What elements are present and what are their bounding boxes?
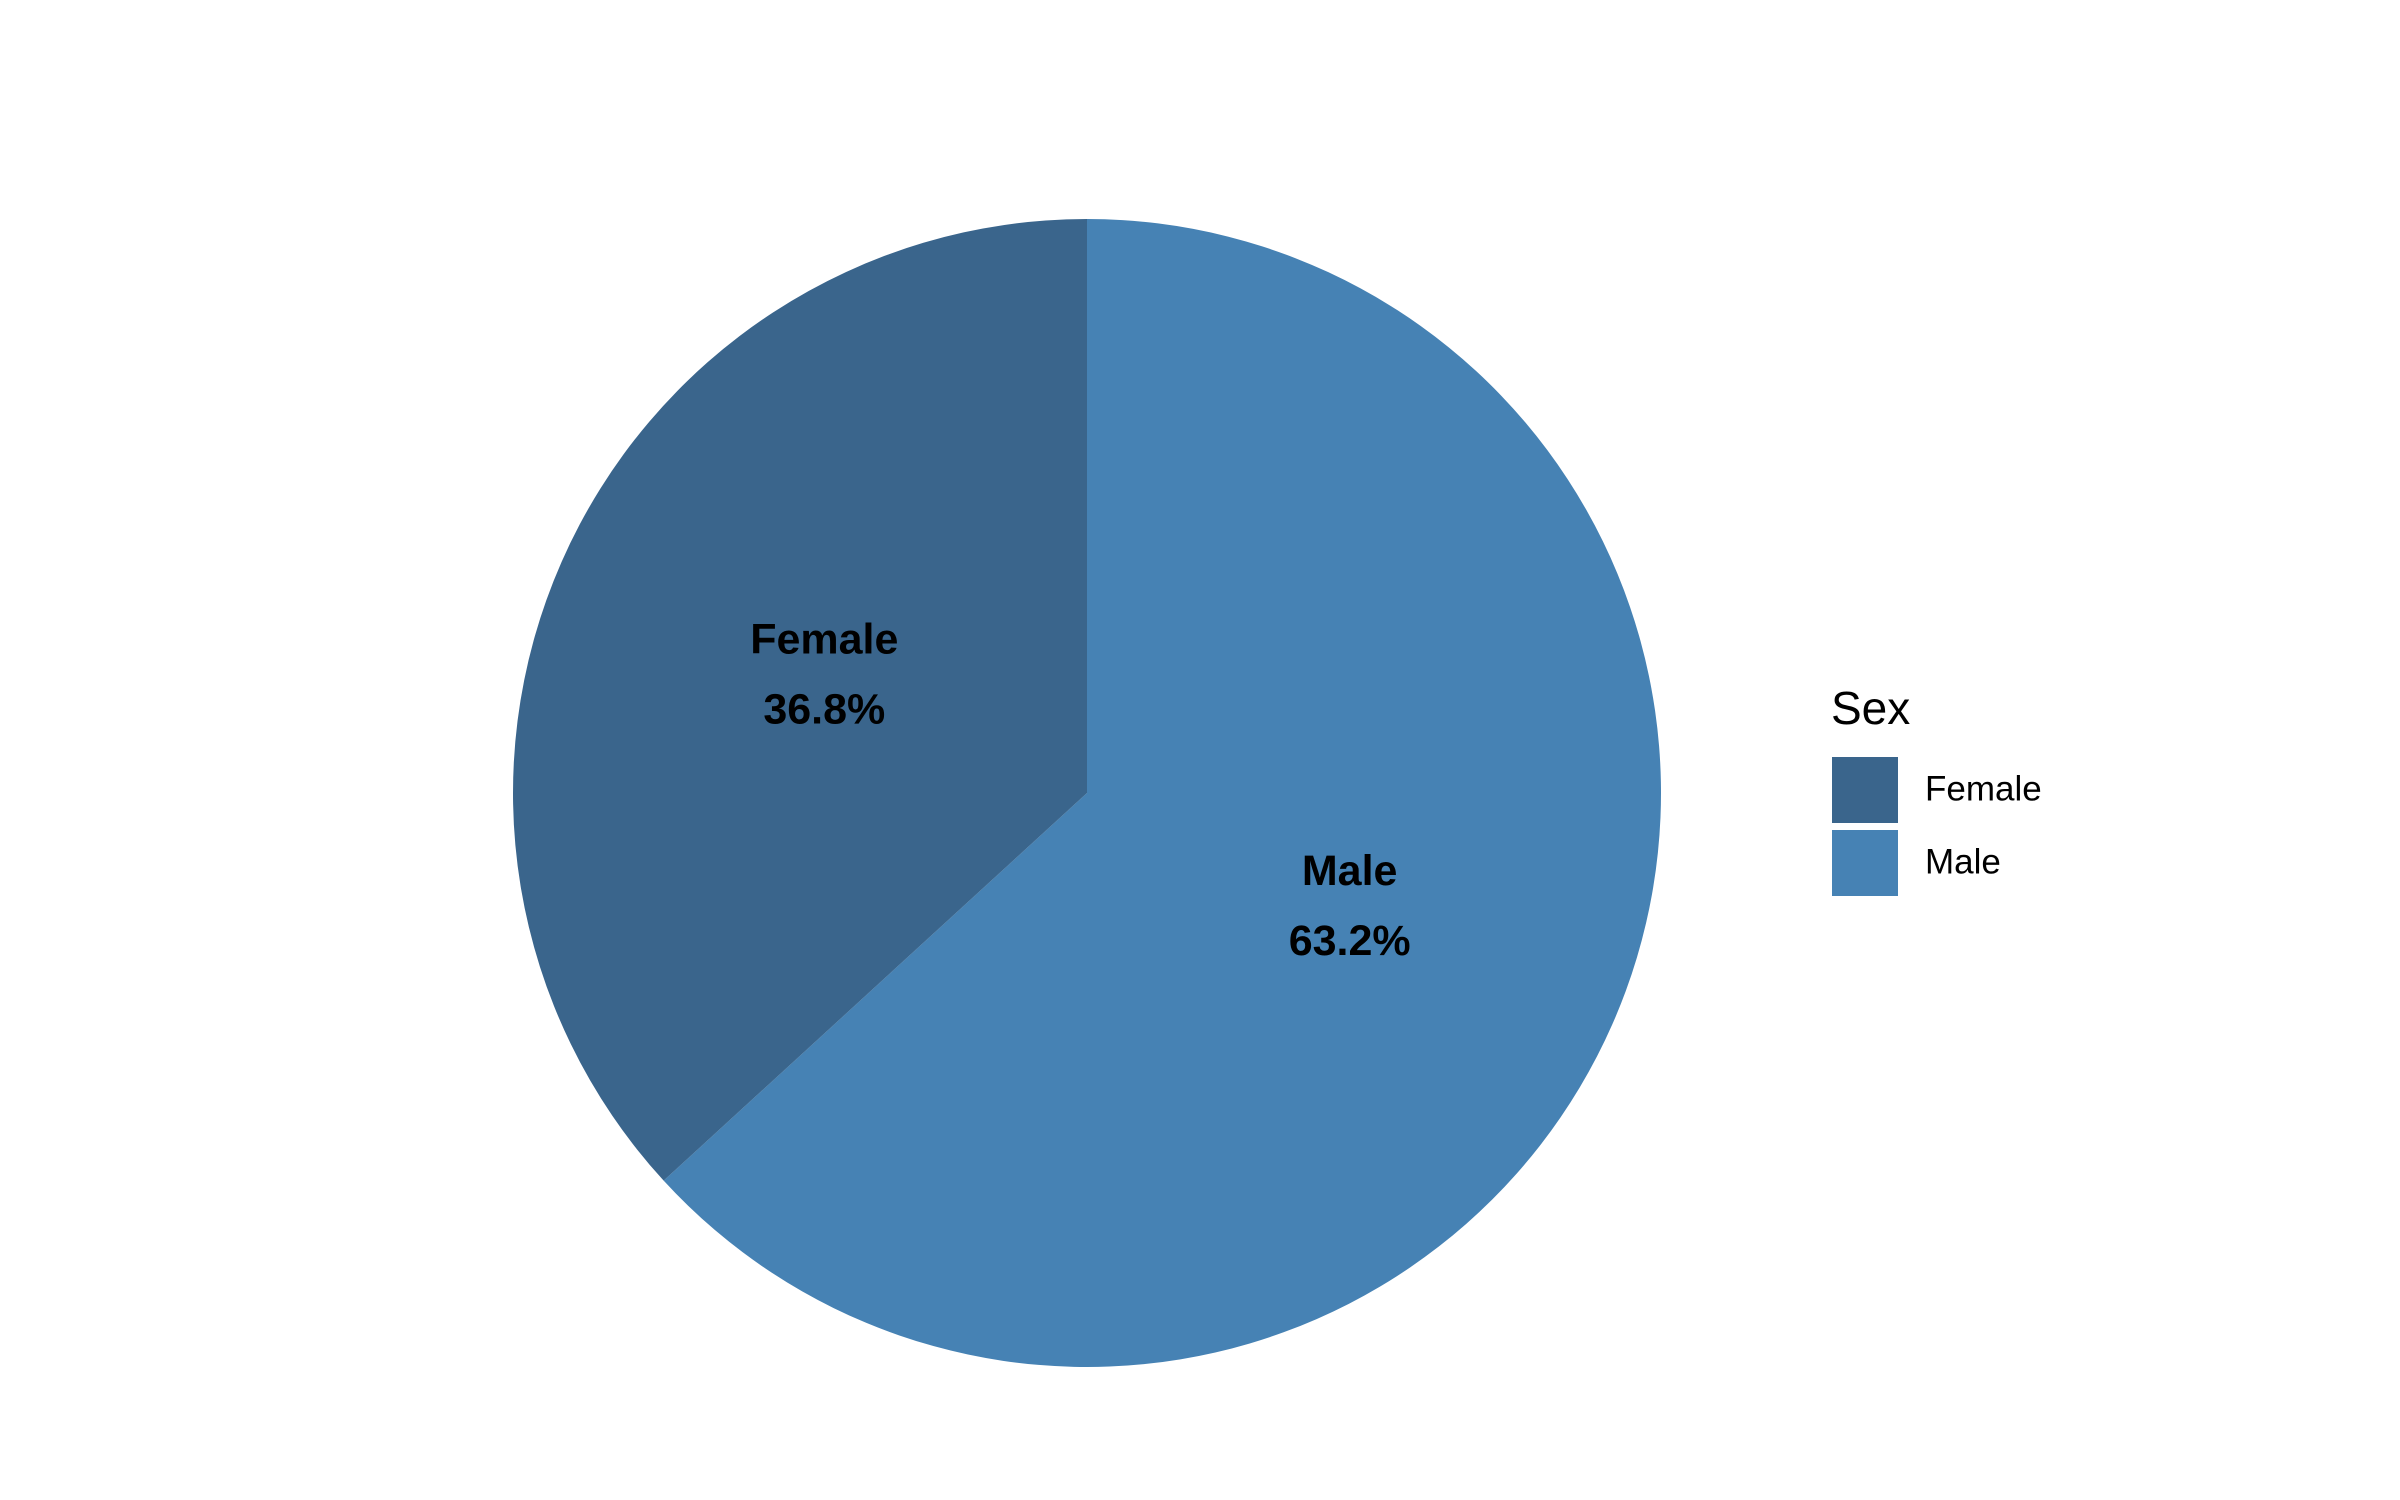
slice-value-label: 63.2% [1289,917,1411,965]
slice-labels: Male 63.2% Female 36.8% [750,616,1410,965]
legend-key [1832,757,1898,823]
legend-label: Male [1925,842,2001,881]
slice-category-label: Female [750,616,898,664]
legend: Sex Female Male [1831,682,2042,896]
legend-key [1832,830,1898,896]
legend-label: Female [1925,769,2042,808]
pie [513,219,1662,1368]
slice-category-label: Male [1302,847,1398,895]
pie-slice [513,219,1087,1181]
pie-slice [663,219,1662,1368]
legend-title: Sex [1831,682,1910,734]
slice-value-label: 36.8% [763,686,885,734]
